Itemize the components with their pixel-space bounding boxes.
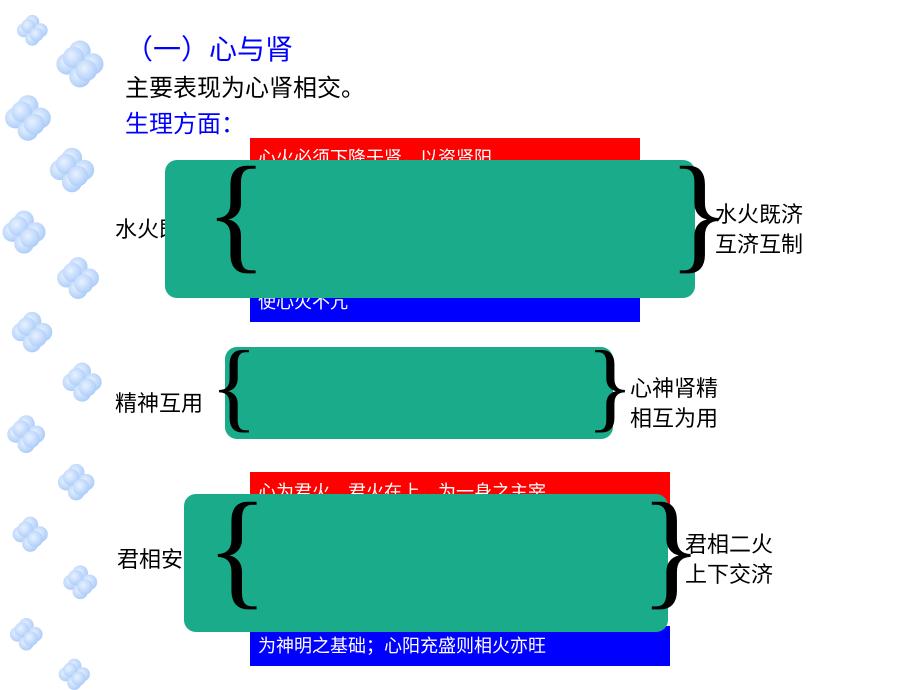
row2-right-line2: 相互为用 <box>630 406 718 431</box>
subtitle-2: 生理方面： <box>125 104 245 139</box>
row1-right-line2: 互济互制 <box>715 232 803 257</box>
subtitle-1: 主要表现为心肾相交。 <box>125 68 365 103</box>
row1-right-label: 水火既济 互济互制 <box>715 200 803 259</box>
row2-brace-left-icon: { <box>210 336 258 436</box>
row3-right-label: 君相二火 上下交济 <box>685 530 773 589</box>
row2-brace-right-icon: } <box>586 336 634 436</box>
row3-right-line1: 君相二火 <box>685 532 773 557</box>
heading-title: （一）心与肾 <box>125 28 293 68</box>
row2-teal-overlay <box>225 347 613 439</box>
row2-left-label: 精神互用 <box>115 386 203 418</box>
row3-blue-box: 为神明之基础；心阳充盛则相火亦旺 <box>250 626 670 666</box>
row2-right-line1: 心神肾精 <box>630 376 718 401</box>
row3-brace-left-icon: { <box>206 484 268 614</box>
row1-right-line1: 水火既济 <box>715 202 803 227</box>
row3-right-line2: 上下交济 <box>685 562 773 587</box>
decorative-flower-column <box>0 0 115 690</box>
row2-right-label: 心神肾精 相互为用 <box>630 374 718 433</box>
row1-brace-left-icon: { <box>205 148 267 278</box>
